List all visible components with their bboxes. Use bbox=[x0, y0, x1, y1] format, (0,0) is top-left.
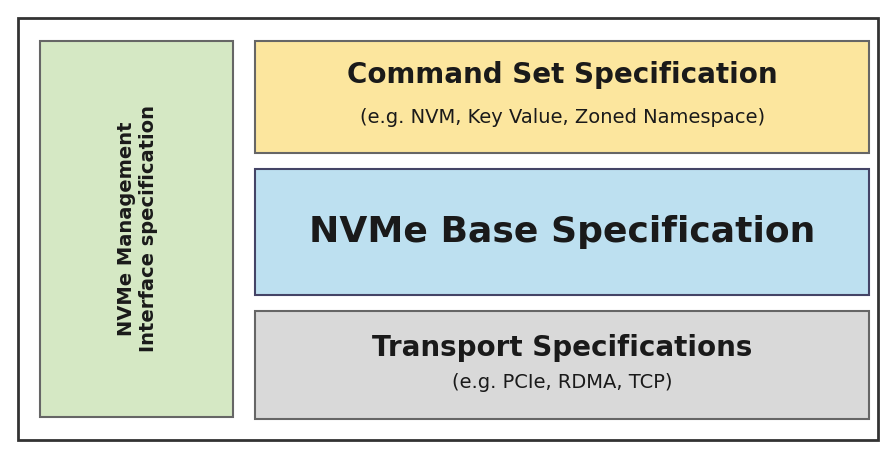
FancyBboxPatch shape bbox=[255, 41, 869, 153]
FancyBboxPatch shape bbox=[255, 311, 869, 419]
Text: (e.g. NVM, Key Value, Zoned Namespace): (e.g. NVM, Key Value, Zoned Namespace) bbox=[359, 109, 765, 127]
Text: Transport Specifications: Transport Specifications bbox=[372, 334, 753, 362]
FancyBboxPatch shape bbox=[255, 169, 869, 295]
Text: (e.g. PCIe, RDMA, TCP): (e.g. PCIe, RDMA, TCP) bbox=[452, 373, 673, 392]
Text: NVMe Base Specification: NVMe Base Specification bbox=[309, 215, 815, 250]
Text: NVMe Management
Interface specification: NVMe Management Interface specification bbox=[116, 105, 158, 353]
FancyBboxPatch shape bbox=[18, 18, 878, 440]
Text: Command Set Specification: Command Set Specification bbox=[347, 61, 778, 89]
FancyBboxPatch shape bbox=[40, 41, 233, 417]
